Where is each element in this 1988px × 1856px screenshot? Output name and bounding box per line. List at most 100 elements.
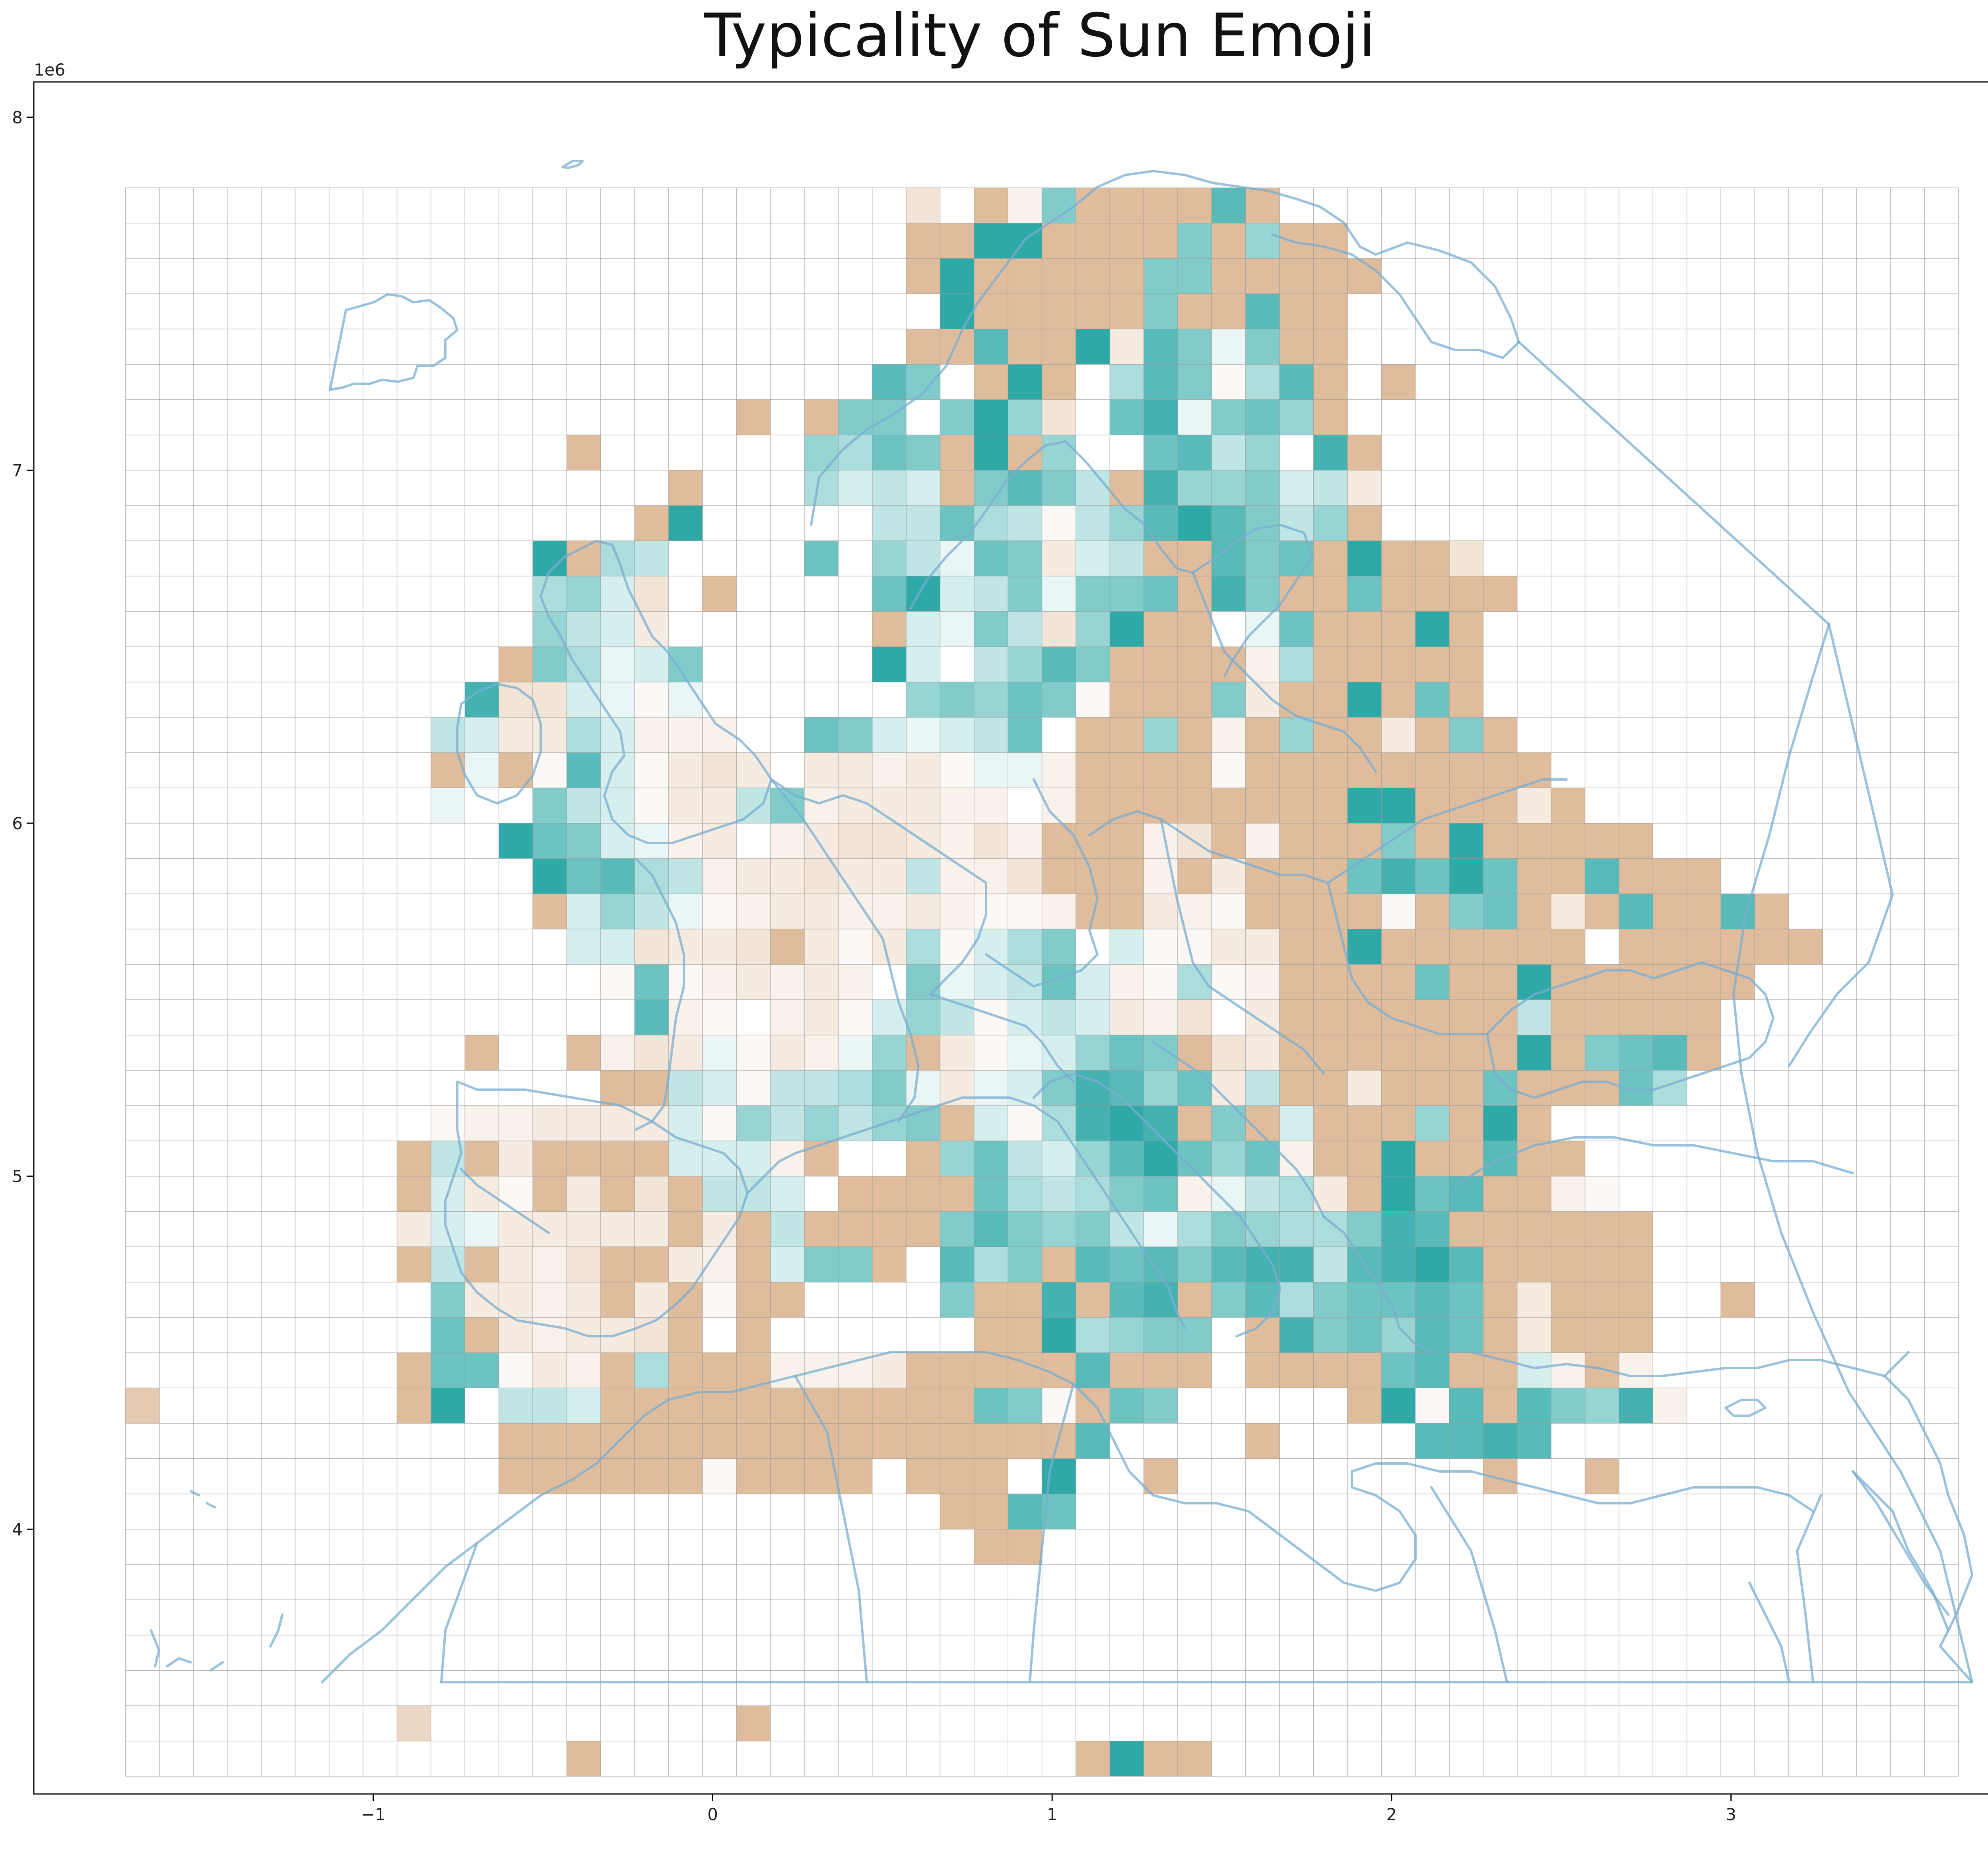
heatmap-cell: [940, 964, 974, 1000]
heatmap-cell: [1008, 1282, 1042, 1318]
coastline-turkey: [1454, 1136, 1854, 1186]
heatmap-cell: [1381, 1106, 1415, 1141]
heatmap-cell: [770, 894, 804, 929]
heatmap-cell: [465, 682, 499, 717]
heatmap-cell: [1042, 929, 1076, 965]
heatmap-cell: [838, 823, 872, 859]
heatmap-cell: [1381, 752, 1415, 788]
heatmap-cell: [702, 964, 737, 1000]
heatmap-cell: [1347, 576, 1382, 612]
heatmap-cell: [1313, 823, 1347, 859]
heatmap-cell: [1347, 929, 1382, 965]
heatmap-cell: [770, 929, 804, 965]
heatmap-cell: [397, 1247, 431, 1282]
heatmap-cell: [1313, 788, 1347, 824]
heatmap-cell: [1347, 1282, 1382, 1318]
heatmap-cell: [770, 1211, 804, 1247]
heatmap-cell: [872, 1176, 907, 1212]
heatmap-cell: [1178, 188, 1212, 223]
heatmap-cell: [906, 1353, 940, 1388]
heatmap-cell: [1178, 1353, 1212, 1388]
heatmap-cell: [940, 1176, 974, 1212]
heatmap-cell: [838, 894, 872, 929]
heatmap-cell: [872, 999, 907, 1035]
heatmap-cell: [567, 1282, 601, 1318]
heatmap-cell: [940, 611, 974, 647]
heatmap-cell: [1245, 435, 1280, 470]
heatmap-cell: [906, 1423, 940, 1459]
heatmap-cell: [1143, 752, 1178, 788]
heatmap-cell: [1042, 1176, 1076, 1212]
heatmap-cell: [1347, 470, 1382, 506]
heatmap-cell: [533, 1388, 567, 1423]
heatmap-cell: [1347, 788, 1382, 824]
heatmap-cell: [1415, 682, 1450, 717]
heatmap-cell: [1517, 894, 1551, 929]
heatmap-cell: [1313, 364, 1347, 400]
heatmap-cell: [1245, 364, 1280, 400]
heatmap-cell: [1042, 293, 1076, 329]
heatmap-cell: [838, 435, 872, 470]
heatmap-cell: [702, 894, 737, 929]
heatmap-cell: [1178, 1247, 1212, 1282]
heatmap-cell: [668, 894, 703, 929]
heatmap-cell: [1008, 1211, 1042, 1247]
heatmap-cell: [1042, 752, 1076, 788]
heatmap-cell: [1347, 1035, 1382, 1071]
heatmap-cell: [1211, 364, 1246, 400]
heatmap-cell: [1517, 1070, 1551, 1106]
heatmap-cell: [567, 858, 601, 894]
heatmap-cell: [1619, 1388, 1653, 1423]
heatmap-cell: [1517, 1353, 1551, 1388]
heatmap-cell: [804, 894, 839, 929]
heatmap-cell: [1245, 752, 1280, 788]
heatmap-cell: [1551, 1176, 1585, 1212]
heatmap-cell: [1245, 576, 1280, 612]
heatmap-cell: [838, 752, 872, 788]
heatmap-cell: [1110, 717, 1144, 753]
heatmap-cell: [804, 752, 839, 788]
heatmap-cell: [1143, 399, 1178, 435]
coastline-canaries: [150, 1490, 283, 1671]
heatmap-cell: [567, 435, 601, 470]
heatmap-cell: [1415, 576, 1450, 612]
heatmap-cell: [567, 1423, 601, 1459]
heatmap-cell: [1313, 1353, 1347, 1388]
heatmap-cell: [567, 682, 601, 717]
heatmap-cell: [465, 752, 499, 788]
heatmap-cell: [1008, 1317, 1042, 1353]
heatmap-cell: [1279, 788, 1314, 824]
heatmap-cell: [940, 1247, 974, 1282]
heatmap-cell: [1110, 999, 1144, 1035]
heatmap-cell: [1245, 1176, 1280, 1212]
heatmap-cell: [1110, 1070, 1144, 1106]
heatmap-cell: [974, 188, 1008, 223]
heatmap-cell: [1483, 823, 1517, 859]
heatmap-cell: [1110, 258, 1144, 294]
heatmap-cell: [872, 1247, 907, 1282]
heatmap-cell: [1076, 293, 1110, 329]
heatmap-cell: [567, 611, 601, 647]
heatmap-cell: [1415, 1070, 1450, 1106]
heatmap-cell: [906, 964, 940, 1000]
heatmap-cell: [1619, 999, 1653, 1035]
heatmap-cell: [940, 823, 974, 859]
heatmap-cell: [1381, 1070, 1415, 1106]
heatmap-cell: [1008, 188, 1042, 223]
heatmap-cell: [974, 1176, 1008, 1212]
coastline-cyprus: [1724, 1399, 1767, 1417]
heatmap-cell: [1415, 717, 1450, 753]
heatmap-cell: [702, 1141, 737, 1176]
heatmap-cell: [1279, 1035, 1314, 1071]
heatmap-cell: [1313, 540, 1347, 576]
heatmap-cell: [1415, 929, 1450, 965]
heatmap-cell: [668, 823, 703, 859]
heatmap-cell: [1483, 1176, 1517, 1212]
heatmap-cell: [1415, 540, 1450, 576]
heatmap-cell: [1347, 858, 1382, 894]
heatmap-cell: [1245, 1035, 1280, 1071]
heatmap-cell: [770, 1141, 804, 1176]
heatmap-cell: [1008, 1494, 1042, 1529]
heatmap-cell: [635, 999, 669, 1035]
heatmap-cell: [1449, 752, 1483, 788]
